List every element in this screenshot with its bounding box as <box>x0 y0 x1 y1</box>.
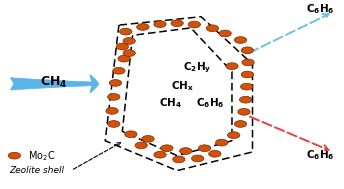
Circle shape <box>240 83 253 90</box>
Text: $\mathbf{CH_4}$: $\mathbf{CH_4}$ <box>159 97 182 110</box>
Text: $\mathbf{C_2H_y}$: $\mathbf{C_2H_y}$ <box>183 61 212 75</box>
Text: $\mathbf{CH_4}$: $\mathbf{CH_4}$ <box>40 75 67 91</box>
Circle shape <box>215 139 228 146</box>
Text: $\mathbf{CH_x}$: $\mathbf{CH_x}$ <box>171 79 194 93</box>
Circle shape <box>161 145 173 152</box>
Circle shape <box>226 63 238 70</box>
Circle shape <box>209 150 221 157</box>
Circle shape <box>206 25 218 32</box>
Text: $\mathbf{C_6H_6}$: $\mathbf{C_6H_6}$ <box>306 2 335 16</box>
Circle shape <box>113 67 125 74</box>
Circle shape <box>154 21 166 28</box>
Text: Zeolite shell: Zeolite shell <box>9 166 64 175</box>
Circle shape <box>109 80 122 86</box>
Circle shape <box>239 96 252 103</box>
Circle shape <box>142 136 154 142</box>
Circle shape <box>242 59 254 66</box>
Text: $\mathbf{C_6H_6}$: $\mathbf{C_6H_6}$ <box>196 97 225 110</box>
Circle shape <box>198 145 211 152</box>
Circle shape <box>173 156 185 163</box>
Circle shape <box>238 108 250 115</box>
Circle shape <box>241 47 254 54</box>
Circle shape <box>123 38 135 44</box>
Circle shape <box>234 37 247 43</box>
Circle shape <box>234 121 247 127</box>
Circle shape <box>219 30 231 37</box>
Circle shape <box>8 152 21 159</box>
Circle shape <box>192 155 204 162</box>
Circle shape <box>118 55 130 62</box>
Circle shape <box>227 132 240 139</box>
Circle shape <box>171 20 183 27</box>
Circle shape <box>116 43 129 50</box>
Circle shape <box>123 50 135 57</box>
Circle shape <box>154 151 166 158</box>
Circle shape <box>180 148 192 154</box>
Circle shape <box>125 131 137 138</box>
Circle shape <box>108 121 120 127</box>
Circle shape <box>106 108 118 114</box>
Text: Mo$_2$C: Mo$_2$C <box>28 149 55 163</box>
Circle shape <box>188 21 201 28</box>
Circle shape <box>137 24 149 30</box>
Circle shape <box>241 71 254 78</box>
Circle shape <box>120 28 132 35</box>
Circle shape <box>135 142 147 149</box>
Text: $\mathbf{C_6H_6}$: $\mathbf{C_6H_6}$ <box>306 148 335 162</box>
Circle shape <box>108 94 120 100</box>
